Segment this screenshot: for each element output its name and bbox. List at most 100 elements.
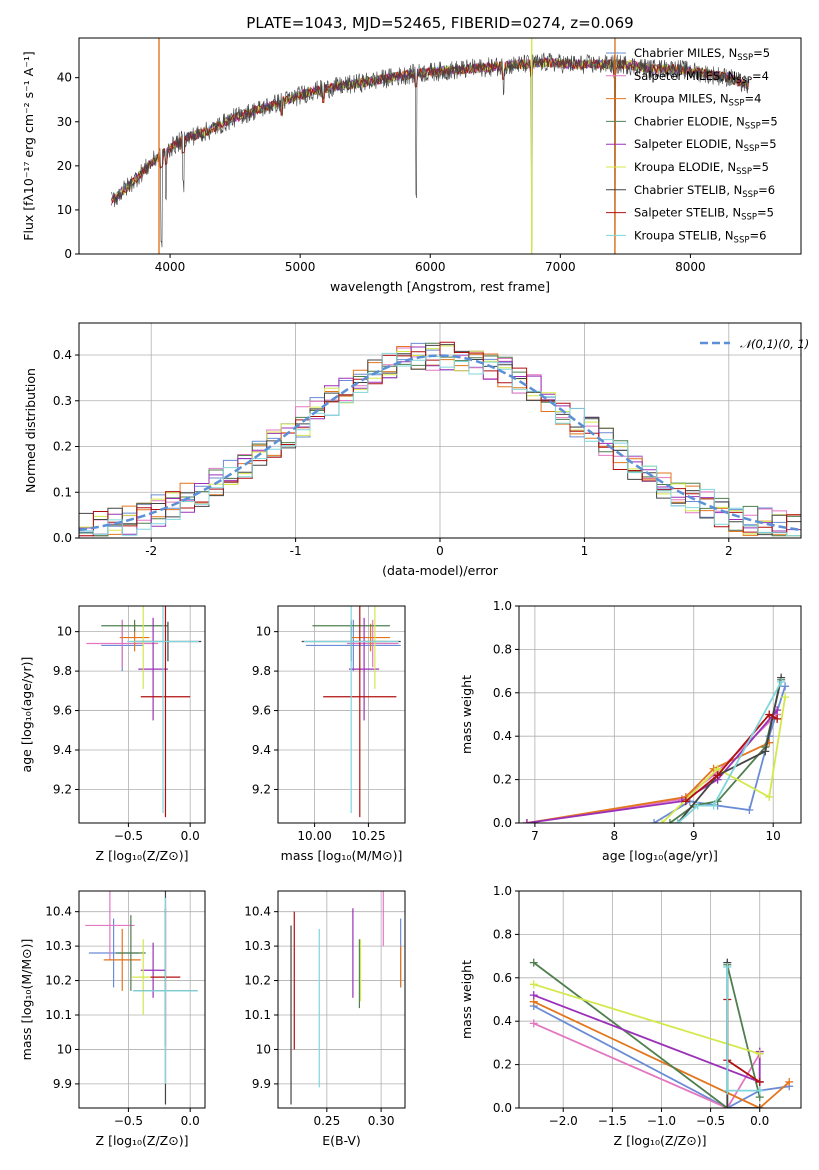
y-tick-label: 0.6 <box>493 686 512 700</box>
legend-label-tail: =4 <box>752 69 769 83</box>
series-marker <box>755 1049 764 1058</box>
y-tick-label: 10.3 <box>244 939 271 953</box>
legend-label-tail: =6 <box>749 228 766 242</box>
plot-area <box>290 891 402 1105</box>
series-marker <box>713 771 722 780</box>
series-marker <box>755 1104 764 1108</box>
series-marker <box>785 1077 794 1086</box>
x-tick-label: 6000 <box>415 260 446 274</box>
x-axis-label: E(B-V) <box>322 1133 361 1148</box>
series-marker <box>723 962 732 971</box>
y-tick-label: 0.2 <box>493 773 512 787</box>
axes-frame <box>518 890 802 1109</box>
series-line-4 <box>526 709 778 823</box>
series-marker <box>781 693 790 702</box>
panel-residuals: -2 -1 0 1 2 0.0 0.1 0.2 0.3 0.4 (data-model)/error… <box>23 322 809 578</box>
x-tick-label: −2.0 <box>549 1114 578 1128</box>
legend-label-sub: SSP <box>736 167 752 177</box>
legend-label: Kroupa ELODIE, NSSP=5 <box>634 160 769 177</box>
y-axis-label: mass weight <box>459 960 474 1039</box>
legend-label: Chabrier ELODIE, NSSP=5 <box>634 114 778 131</box>
y-axis-label: Normed distribution <box>23 368 38 493</box>
legend-label-tail: =5 <box>753 46 770 60</box>
series-line-2 <box>533 1000 790 1108</box>
legend-label: 𝒩(0,1)(0, 1) <box>740 337 809 351</box>
legend-label: Kroupa STELIB, NSSP=6 <box>634 228 766 245</box>
series-line-5 <box>661 696 786 823</box>
x-tick-label: 0.0 <box>750 1114 769 1128</box>
x-axis-label: Z [log₁₀(Z/Z⊙)] <box>614 1133 707 1148</box>
legend-label-tail: =4 <box>744 92 761 106</box>
x-tick-label: 8 <box>611 829 619 843</box>
x-tick-label: 0 <box>436 544 444 558</box>
series-marker <box>777 677 786 686</box>
figure-title: PLATE=1043, MJD=52465, FIBERID=0274, z=0… <box>246 14 633 32</box>
y-tick-label: 0.4 <box>493 1014 512 1028</box>
series-marker <box>765 710 774 719</box>
x-tick-label: 7000 <box>545 260 576 274</box>
y-tick-label: 10.3 <box>45 939 72 953</box>
y-tick-label: 0.0 <box>53 531 72 545</box>
y-tick-label: 9.9 <box>53 1077 72 1091</box>
panel-age_vs_mass: 10.00 10.25 9.2 9.4 9.6 9.8 10 mass [log₁₀(M/M⊙… <box>252 605 406 863</box>
y-tick-label: 0.4 <box>493 729 512 743</box>
series-marker <box>529 980 538 989</box>
series-line-7 <box>685 713 778 802</box>
y-tick-label: 10.1 <box>45 1008 72 1022</box>
legend-label-sub: SSP <box>745 121 761 131</box>
y-tick-label: 10 <box>57 625 72 639</box>
y-tick-label: 0.6 <box>493 971 512 985</box>
series-marker <box>522 819 531 823</box>
legend-label-base: Chabrier STELIB, N <box>634 183 742 197</box>
series-marker <box>529 958 538 967</box>
x-tick-label: −0.5 <box>696 1114 725 1128</box>
y-tick-label: 0 <box>64 247 72 261</box>
legend-label-base: Kroupa MILES, N <box>634 92 729 106</box>
y-tick-label: 40 <box>57 71 72 85</box>
panel-weight_vs_age: 7 8 9 10 0.0 0.2 0.4 0.6 0.8 1.0 age [log₁₀(age/yr… <box>459 599 802 863</box>
y-tick-label: 9.4 <box>53 743 72 757</box>
y-tick-label: 0.8 <box>493 927 512 941</box>
y-tick-label: 0.8 <box>493 642 512 656</box>
axes-frame <box>78 605 206 824</box>
x-tick-label: 0.0 <box>181 829 200 843</box>
plot-area <box>522 673 790 823</box>
x-tick-label: −0.5 <box>114 1114 143 1128</box>
series-marker <box>761 747 770 756</box>
axes-frame <box>277 605 406 824</box>
plot-area <box>86 606 202 818</box>
x-tick-label: 0.25 <box>313 1114 340 1128</box>
y-tick-label: 0.3 <box>53 394 72 408</box>
histogram-8 <box>79 352 801 537</box>
legend-label-tail: =5 <box>760 137 777 151</box>
y-tick-label: 0.2 <box>493 1058 512 1072</box>
series-marker <box>665 819 674 823</box>
x-tick-label: 4000 <box>155 260 186 274</box>
series-line-1 <box>526 713 778 823</box>
x-tick-label: -1 <box>290 544 302 558</box>
y-tick-label: 0.0 <box>493 816 512 830</box>
x-axis-label: Z [log₁₀(Z/Z⊙)] <box>96 1133 189 1148</box>
y-tick-label: 10 <box>256 1042 271 1056</box>
axes-frame <box>78 37 802 255</box>
panel-mass_vs_ebv: 0.25 0.30 9.9 10 10.1 10.2 10.3 10.4 E(B-V) <box>244 890 406 1148</box>
series-marker <box>723 1104 732 1108</box>
y-axis-label: Flux [fλ10⁻¹⁷ erg cm⁻² s⁻¹ A⁻¹] <box>21 51 36 240</box>
plot-area <box>111 38 750 254</box>
y-tick-label: 10.2 <box>244 974 271 988</box>
plot-area <box>85 891 198 1105</box>
y-tick-label: 9.6 <box>252 704 271 718</box>
y-tick-label: 0.4 <box>53 348 72 362</box>
legend-label-tail: =5 <box>752 160 769 174</box>
y-tick-label: 10 <box>256 625 271 639</box>
y-tick-label: 9.8 <box>53 664 72 678</box>
legend-label-sub: SSP <box>729 99 745 109</box>
y-tick-label: 20 <box>57 159 72 173</box>
legend-label-sub: SSP <box>734 235 750 245</box>
y-tick-label: 9.6 <box>53 704 72 718</box>
x-tick-label: 0.0 <box>181 1114 200 1128</box>
y-tick-label: 10.2 <box>45 974 72 988</box>
y-tick-label: 0.2 <box>53 440 72 454</box>
y-axis-label: mass weight <box>459 675 474 754</box>
series-marker <box>723 1086 732 1095</box>
